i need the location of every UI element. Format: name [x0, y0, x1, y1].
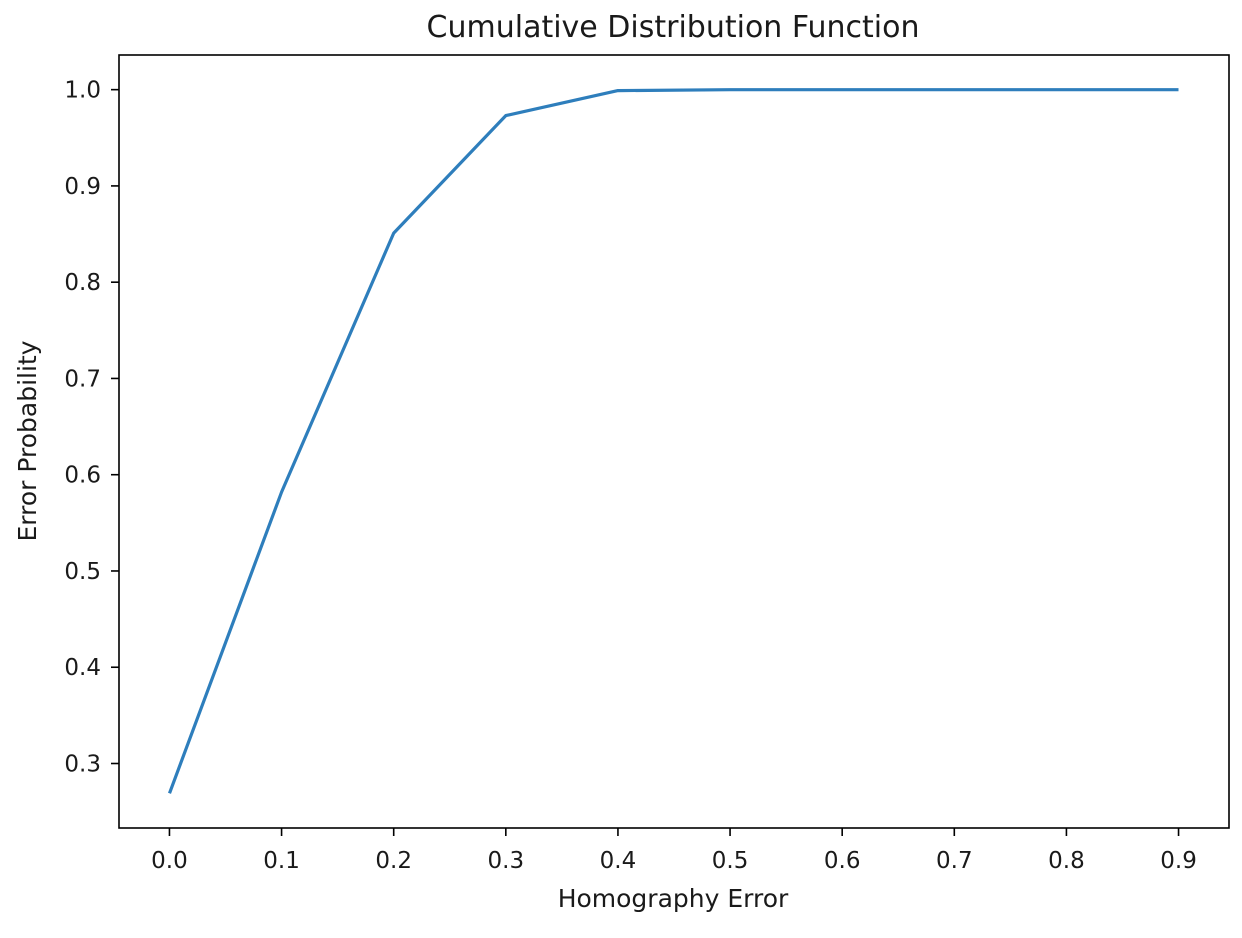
y-axis-ticks: 0.3 0.4 0.5 0.6 0.7 0.8 0.9 1.0: [64, 78, 119, 778]
x-axis-label: Homography Error: [558, 884, 789, 913]
y-tick-label: 0.4: [64, 655, 101, 681]
x-tick-label: 0.6: [824, 848, 861, 874]
chart-title: Cumulative Distribution Function: [427, 10, 920, 45]
y-tick-label: 1.0: [64, 78, 101, 104]
y-tick-label: 0.6: [64, 463, 101, 489]
x-tick-label: 0.2: [375, 848, 412, 874]
y-axis-label: Error Probability: [13, 340, 42, 541]
x-tick-label: 0.7: [936, 848, 973, 874]
y-tick-label: 0.8: [64, 270, 101, 296]
cdf-series-line: [168, 88, 1179, 794]
x-tick-label: 0.3: [488, 848, 525, 874]
x-tick-label: 0.5: [712, 848, 749, 874]
x-tick-label: 0.8: [1048, 848, 1085, 874]
x-tick-label: 0.1: [263, 848, 300, 874]
plot-frame: [118, 54, 1230, 829]
y-tick-label: 0.9: [64, 174, 101, 200]
plot-area: [168, 88, 1179, 794]
x-tick-label: 0.4: [600, 848, 637, 874]
y-tick-label: 0.5: [64, 559, 101, 585]
y-tick-label: 0.3: [64, 752, 101, 778]
x-tick-label: 0.0: [151, 848, 188, 874]
x-axis-ticks: 0.0 0.1 0.2 0.3 0.4 0.5 0.6 0.7 0.8 0.9: [151, 828, 1197, 874]
x-tick-label: 0.9: [1160, 848, 1197, 874]
y-tick-label: 0.7: [64, 366, 101, 392]
